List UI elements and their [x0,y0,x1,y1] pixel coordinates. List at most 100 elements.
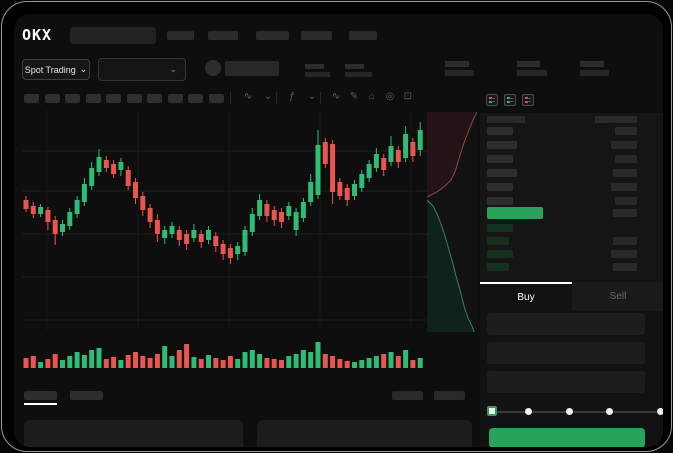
trading-app-window: OKX Spot Trading ⌄ ⌄ ∿ ⌄ ƒ ⌄ ∿ ✎ ⌂ ◎ ⊡ Buy Sell [14,14,663,447]
timeframe-chip[interactable] [24,94,39,103]
chevron-down-icon[interactable]: ⌄ [263,91,273,102]
submit-order-button[interactable] [489,428,645,447]
stat-value-placeholder [345,72,372,77]
slider-stop-dot[interactable] [606,408,613,415]
market-mode-selector[interactable]: Spot Trading ⌄ [22,59,90,80]
volume-bar [271,359,277,368]
bid-price-placeholder[interactable] [487,237,509,245]
volume-bar [359,360,365,368]
volume-bar [30,356,36,368]
slider-stop-dot[interactable] [566,408,573,415]
volume-bar [96,348,102,368]
orderbook-view-toggle-group [480,94,663,110]
ask-price-placeholder[interactable] [487,127,513,135]
ask-price-placeholder[interactable] [487,197,513,205]
timeframe-chip[interactable] [44,94,60,103]
ask-price-placeholder[interactable] [487,155,513,163]
tab-buy[interactable]: Buy [480,282,572,311]
candle-body [352,184,357,196]
volume-bar [257,354,263,368]
book-view-bids-icon[interactable] [504,94,516,106]
candle-body [344,188,350,200]
indicator-icon[interactable]: ƒ [289,91,295,102]
candle-body [242,230,248,252]
order-input-field[interactable] [487,371,645,393]
bid-price-placeholder[interactable] [487,263,509,271]
nav-item-placeholder[interactable] [349,31,377,40]
icon-detail [489,101,492,103]
bid-amount-placeholder [613,263,637,271]
timeframe-chip[interactable] [85,94,101,103]
snapshot-icon[interactable]: ⌂ [368,91,376,102]
stat-value-placeholder [305,72,330,77]
volume-bar [344,361,350,368]
bid-price-placeholder[interactable] [487,250,513,258]
candle-body [74,200,80,214]
candle-body [381,158,387,170]
tab-sell-label: Sell [609,291,627,302]
ask-price-placeholder[interactable] [487,183,513,191]
chevron-down-icon[interactable]: ⌄ [307,91,317,102]
bottom-action-placeholder[interactable] [434,391,465,400]
candle-body [286,206,292,216]
book-view-asks-icon[interactable] [522,94,534,106]
volume-bar [395,356,401,368]
volume-bar [45,359,51,368]
stat-value-placeholder [517,70,547,76]
last-price-bar[interactable] [487,207,543,219]
candle-body [366,164,372,178]
timeframe-chip[interactable] [147,94,162,103]
tab-sell[interactable]: Sell [572,282,663,311]
nav-item-placeholder[interactable] [208,31,238,40]
chevron-down-icon: ⌄ [169,64,177,74]
timeframe-chip[interactable] [167,94,183,103]
stat-label-placeholder [580,61,604,67]
bottom-tab-placeholder[interactable] [24,391,57,400]
slider-stop-dot[interactable] [525,408,532,415]
book-header-amount-placeholder [595,116,637,123]
candle-body [227,248,233,258]
amount-slider-track[interactable] [492,411,657,413]
draw-tool-icon[interactable]: ✎ [349,91,359,102]
book-view-all-icon[interactable] [486,94,498,106]
icon-detail [489,97,492,99]
search-input[interactable] [70,27,156,44]
order-input-field[interactable] [487,342,645,364]
stat-label-placeholder [517,61,540,67]
nav-item-placeholder[interactable] [301,31,332,40]
order-input-field[interactable] [487,313,645,335]
bottom-action-placeholder[interactable] [392,391,423,400]
slider-handle[interactable] [487,406,497,416]
line-tool-icon[interactable]: ∿ [331,91,341,102]
volume-bar [337,359,343,368]
volume-bar [249,350,255,368]
candle-body [300,202,306,218]
ask-price-placeholder[interactable] [487,141,517,149]
volume-bar [191,357,197,368]
okx-logo[interactable]: OKX [22,26,53,44]
separator [320,92,321,104]
candlestick-chart[interactable] [22,110,427,372]
candle-body [147,208,153,222]
candle-body [81,184,87,202]
pair-selector-dropdown[interactable]: ⌄ [98,58,186,81]
settings-icon[interactable]: ◎ [385,91,395,102]
timeframe-chip[interactable] [188,94,203,103]
ask-price-placeholder[interactable] [487,169,517,177]
slider-stop-dot[interactable] [657,408,663,415]
bottom-tab-placeholder[interactable] [70,391,103,400]
timeframe-chip[interactable] [65,94,80,103]
nav-item-placeholder[interactable] [256,31,289,40]
timeframe-chip[interactable] [126,94,142,103]
volume-bar [293,354,299,368]
timeframe-chip[interactable] [208,94,224,103]
bid-price-placeholder[interactable] [487,224,513,232]
candle-style-icon[interactable]: ∿ [243,91,253,102]
timeframe-chip[interactable] [106,94,121,103]
volume-bar [176,350,182,368]
fullscreen-icon[interactable]: ⊡ [403,91,413,102]
nav-item-placeholder[interactable] [167,31,194,40]
candle-body [322,142,328,164]
volume-bar [140,356,146,368]
volume-bar [286,356,292,368]
